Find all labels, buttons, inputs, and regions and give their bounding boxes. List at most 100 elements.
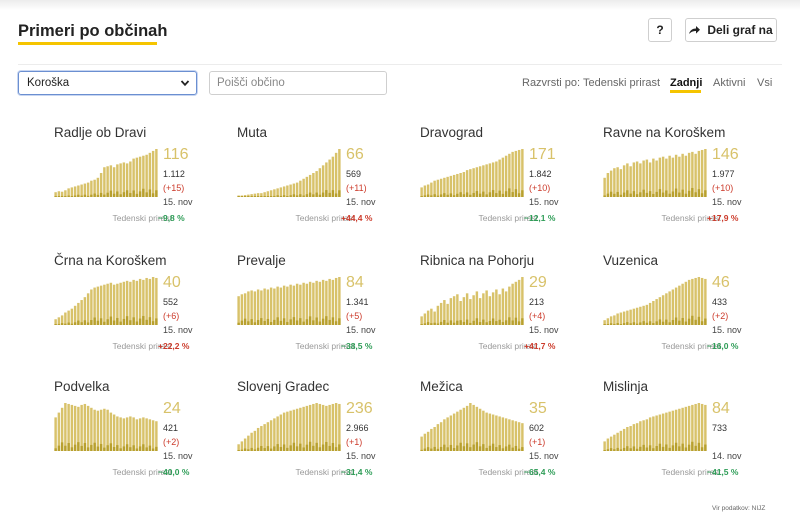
chart-bar [606,173,610,197]
chart-bar [652,158,655,197]
chart-bar-new [668,193,671,197]
municipality-card[interactable]: Mežica 35 602 (+1) 15. nov Tedenski prirast −6… [420,379,590,489]
chart-bar-new [276,317,279,325]
municipality-name: Vuzenica [603,253,659,268]
sparkline-bar-chart [237,149,341,197]
chart-bar [488,163,492,197]
chart-bar [622,428,626,451]
chart-bar-new [700,321,704,325]
chart-bar-new [694,192,697,197]
chart-bar [295,182,299,197]
chart-bar [305,283,309,325]
chart-bar-new [334,321,338,325]
chart-bar [338,277,341,325]
chart-bar-new [273,319,276,325]
municipality-card[interactable]: Muta 66 569 (+11) 15. nov Tedenski prirast +44… [237,125,407,235]
municipality-card[interactable]: Mislinja 84 733 14. nov Tedenski prirast −41,… [603,379,773,489]
municipality-search-input[interactable] [209,71,387,95]
weekly-growth-value: +22,2 % [158,341,190,351]
chart-bar [423,313,427,325]
active-cases: 236 [346,400,373,417]
chart-bar-new [119,448,122,451]
chart-bar-new [658,319,662,325]
chart-bar-new [501,448,505,451]
chart-bar-new [433,446,436,451]
sort-option-latest[interactable]: Zadnji [670,77,703,89]
chart-bar-new [93,193,96,197]
municipality-card[interactable]: Črna na Koroškem 40 552 (+6) 15. nov Tedenski… [54,253,224,363]
share-button[interactable]: Deli graf na [685,18,777,42]
municipality-card[interactable]: Prevalje 84 1.341 (+5) 15. nov Tedenski prira… [237,253,407,363]
chart-bar [80,300,83,325]
municipality-card[interactable]: Dravograd 171 1.842 (+10) 15. nov Tedenski pr… [420,125,590,235]
chart-bar-new [452,195,456,197]
chart-bar [517,422,521,451]
chart-bar [155,149,158,197]
daily-delta: (+10) [712,183,734,193]
chart-bar-new [145,447,148,451]
chart-bar [671,289,675,325]
active-cases: 66 [346,146,364,163]
chart-bar [321,404,325,451]
chart-bar-new [661,321,665,325]
weekly-growth-value: −16,0 % [707,341,739,351]
daily-delta: (+1) [529,437,546,447]
chart-bar-new [148,317,152,325]
last-date: 15. nov [529,197,559,207]
chart-bar-new [443,320,446,325]
chart-bar-new [103,194,106,197]
chart-bar [90,180,93,197]
chart-bar-new [423,323,427,325]
chart-bar-new [456,445,459,451]
chart-bar [504,418,508,451]
chart-bar [514,421,518,451]
region-select[interactable]: Koroška [18,71,197,95]
chart-bar-new [469,194,472,197]
chart-bar-new [681,443,684,451]
chart-bar-new [668,322,671,325]
chart-bar-new [125,444,129,451]
chart-bar-new [645,447,649,451]
chart-bar [635,307,639,325]
municipality-card[interactable]: Ribnica na Pohorju 29 213 (+4) 15. nov Tedens… [420,253,590,363]
chart-bar-new [635,194,639,197]
chart-bar [122,162,126,197]
chart-bar [116,283,119,325]
chart-bar [501,417,505,451]
active-cases: 29 [529,274,547,291]
chart-bar [495,415,498,451]
sort-option-all[interactable]: Vsi [757,77,773,89]
sort-option-active[interactable]: Aktivni [713,77,746,89]
municipality-card[interactable]: Slovenj Gradec 236 2.966 (+1) 15. nov Tedensk… [237,379,407,489]
chart-bar-new [125,190,129,197]
chart-bar [279,187,283,197]
municipality-card[interactable]: Ravne na Koroškem 146 1.977 (+10) 15. nov Ted… [603,125,773,235]
chart-bar [90,289,93,325]
chart-bar-new [661,446,665,451]
municipality-card[interactable]: Vuzenica 46 433 (+2) 15. nov Tedenski prirast… [603,253,773,363]
chart-bar-new [135,448,139,451]
chart-bar [138,278,142,325]
chart-bar [687,405,691,451]
chart-bar-new [632,446,636,451]
chart-bar [678,408,681,451]
chart-bar [491,414,495,451]
chart-bar [93,287,96,325]
chart-bar [700,277,704,325]
active-cases: 146 [712,146,739,163]
sort-option-weekly-growth[interactable]: Tedenski prirast [583,77,661,89]
municipality-card[interactable]: Radlje ob Dravi 116 1.112 (+15) 15. nov Teden… [54,125,224,235]
chart-bar [289,184,292,197]
chart-bar-new [276,444,279,451]
chart-bar-new [626,446,629,451]
chart-bar-new [237,196,240,197]
municipality-card[interactable]: Podvelka 24 421 (+2) 15. nov Tedenski prirast… [54,379,224,489]
chart-bar [96,286,100,325]
daily-delta: (+10) [529,183,551,193]
help-button[interactable]: ? [648,18,672,42]
chart-bar [312,403,315,451]
chart-bar [148,419,152,451]
chart-bar-new [658,443,662,451]
chart-bar [684,281,688,325]
chart-bar [86,182,90,197]
